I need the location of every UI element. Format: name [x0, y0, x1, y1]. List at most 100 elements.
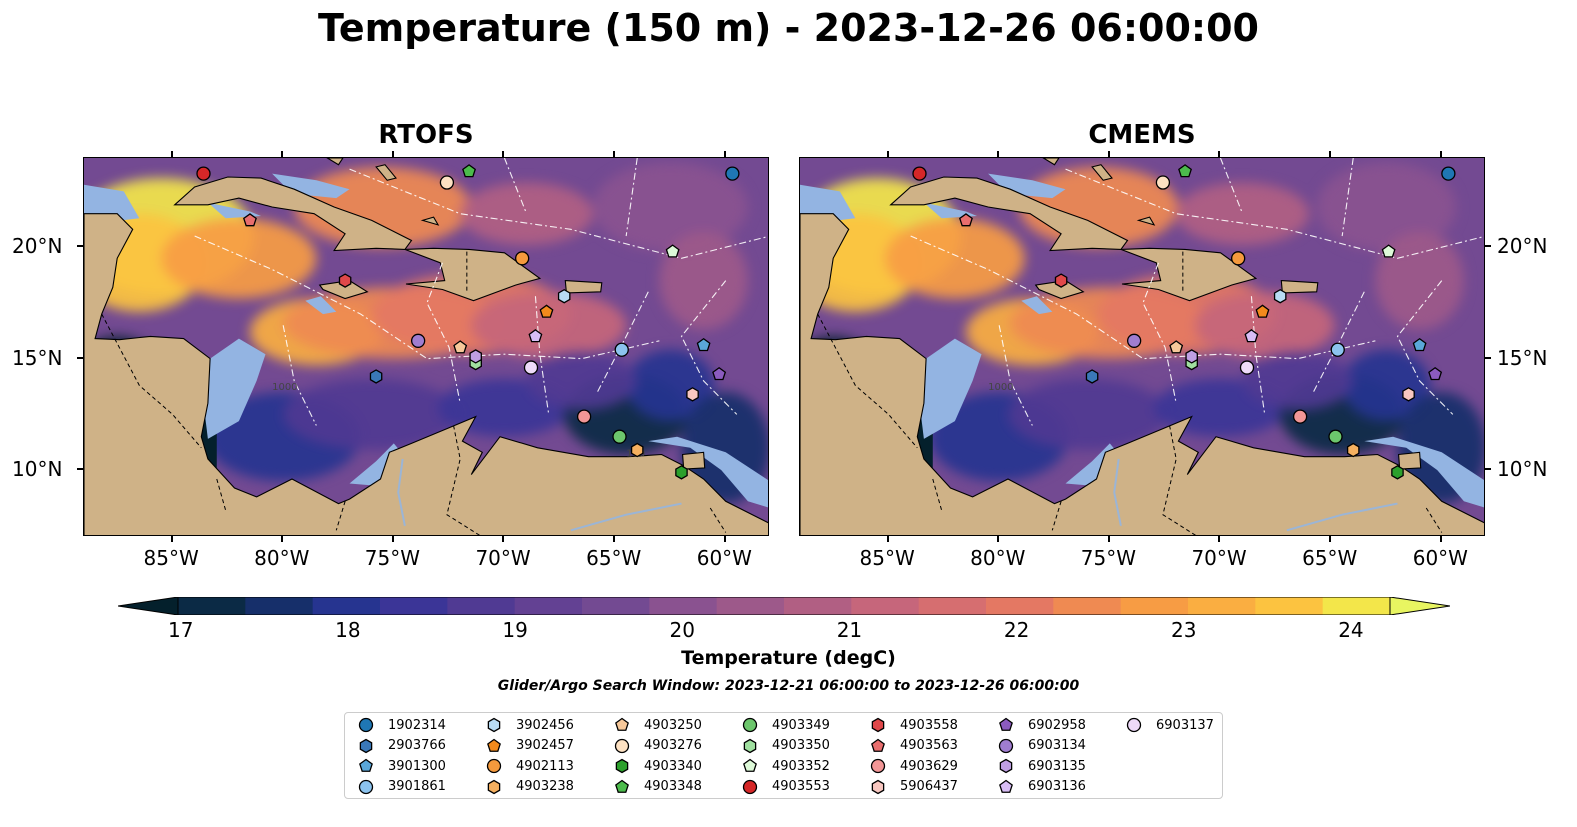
float-marker-4903352: [1381, 244, 1396, 258]
eez-boundary: [349, 168, 768, 259]
eez-boundary: [1396, 280, 1454, 415]
colorbar-svg: [117, 596, 1451, 616]
x-tick-mark-top: [1107, 151, 1110, 157]
country-border: [1051, 501, 1062, 531]
country-border: [446, 425, 481, 535]
float-marker-4903250: [1169, 340, 1184, 354]
legend-marker: [615, 758, 629, 774]
legend-marker-circle-icon: [614, 738, 630, 753]
float-marker-6903136: [1244, 329, 1259, 343]
legend-marker: [1126, 717, 1142, 733]
land: [1398, 451, 1422, 470]
legend-label: 4903340: [644, 758, 702, 774]
eez-boundary: [426, 262, 461, 404]
float-marker-2903766: [369, 369, 383, 384]
legend-label: 4903348: [644, 779, 702, 794]
float-marker-4903558: [1054, 273, 1068, 288]
float-marker-3901300: [696, 337, 711, 352]
legend-item-4903348: 4903348: [613, 777, 702, 797]
legend-label: 4903238: [516, 779, 574, 794]
shelf-area: [923, 202, 977, 219]
eez-boundary: [1219, 158, 1244, 214]
x-tick-mark: [723, 536, 726, 542]
legend-marker: [487, 717, 501, 733]
legend-item-5906437: 5906437: [869, 777, 958, 797]
float-marker-5906437: [686, 387, 699, 402]
float-marker-1902314: [725, 166, 740, 181]
legend-marker: [743, 758, 757, 772]
colorbar-segment: [986, 597, 1054, 615]
legend-marker-hexagon-icon: [487, 779, 501, 794]
legend-marker: [998, 738, 1014, 753]
panel-title-cmems: CMEMS: [1088, 120, 1196, 150]
river: [1113, 458, 1122, 527]
x-tick-mark-top: [281, 151, 284, 157]
eez-boundary: [534, 296, 550, 415]
legend-marker: [999, 717, 1013, 731]
x-tick-mark: [1439, 536, 1442, 542]
x-tick-label: 85°W: [859, 546, 915, 570]
x-tick-mark: [391, 536, 394, 542]
float-legend: 1902314 2903766 3901300 3901861 3902456 39024…: [344, 712, 1223, 799]
x-tick-label: 75°W: [364, 546, 421, 570]
legend-marker-hexagon-icon: [615, 758, 629, 774]
legend-marker: [742, 717, 758, 733]
shelf-area: [305, 296, 337, 315]
country-border: [1162, 425, 1197, 535]
float-marker-4903276: [1155, 175, 1171, 190]
eez-boundary: [1142, 262, 1177, 404]
x-tick-mark-top: [170, 151, 173, 157]
x-tick-label: 70°W: [475, 546, 531, 570]
legend-item-4903350: 4903350: [741, 736, 830, 756]
land: [84, 213, 768, 535]
x-tick-mark: [502, 536, 505, 542]
legend-marker-circle-icon: [358, 779, 374, 794]
float-marker-4903349: [612, 429, 627, 444]
eez-boundary: [1312, 291, 1365, 393]
shelf-area: [207, 202, 261, 219]
x-tick-mark-top: [1439, 151, 1442, 157]
x-tick-mark: [886, 536, 889, 542]
land: [1091, 164, 1113, 181]
y-tick-mark: [77, 356, 83, 359]
legend-item-4903340: 4903340: [613, 756, 702, 776]
colorbar-tick-label: 17: [168, 618, 194, 642]
legend-marker: [870, 758, 886, 774]
y-tick-label-right: 20°N: [1497, 234, 1548, 259]
y-tick-mark: [1485, 356, 1491, 359]
legend-item-6902958: 6902958: [997, 715, 1086, 735]
legend-marker: [486, 758, 502, 774]
legend-marker: [743, 738, 757, 753]
land: [1280, 280, 1319, 294]
eez-boundary: [998, 325, 1033, 426]
legend-marker-circle-icon: [742, 779, 758, 794]
river: [570, 502, 682, 532]
float-marker-4903348: [1178, 164, 1192, 178]
colorbar-segment: [1255, 597, 1324, 615]
legend-label: 6903135: [1028, 758, 1086, 774]
legend-marker-hexagon-icon: [999, 758, 1013, 774]
legend-marker-pentagon-icon: [999, 717, 1013, 731]
land: [420, 216, 440, 226]
float-marker-3901300: [1412, 337, 1427, 352]
river: [1286, 502, 1398, 532]
shelf-area: [203, 338, 266, 439]
legend-item-4903558: 4903558: [869, 715, 958, 735]
colorbar-tick-label: 23: [1171, 618, 1197, 642]
legend-label: 3902457: [516, 738, 574, 753]
map-svg-cmems: 1000: [800, 158, 1484, 535]
river: [397, 458, 406, 527]
x-tick-mark-top: [613, 151, 616, 157]
land: [1136, 216, 1156, 226]
x-tick-mark: [1218, 536, 1221, 542]
float-marker-4903340: [1391, 465, 1404, 480]
legend-marker: [487, 738, 501, 752]
legend-label: 4903563: [900, 738, 958, 753]
map-panel-cmems: 1000: [799, 157, 1485, 536]
legend-marker-pentagon-icon: [999, 779, 1013, 793]
legend-marker: [871, 738, 885, 752]
x-tick-mark-top: [1329, 151, 1332, 157]
float-marker-1902314: [1441, 166, 1456, 181]
x-tick-label: 60°W: [1412, 546, 1468, 570]
float-marker-4903349: [1328, 429, 1343, 444]
